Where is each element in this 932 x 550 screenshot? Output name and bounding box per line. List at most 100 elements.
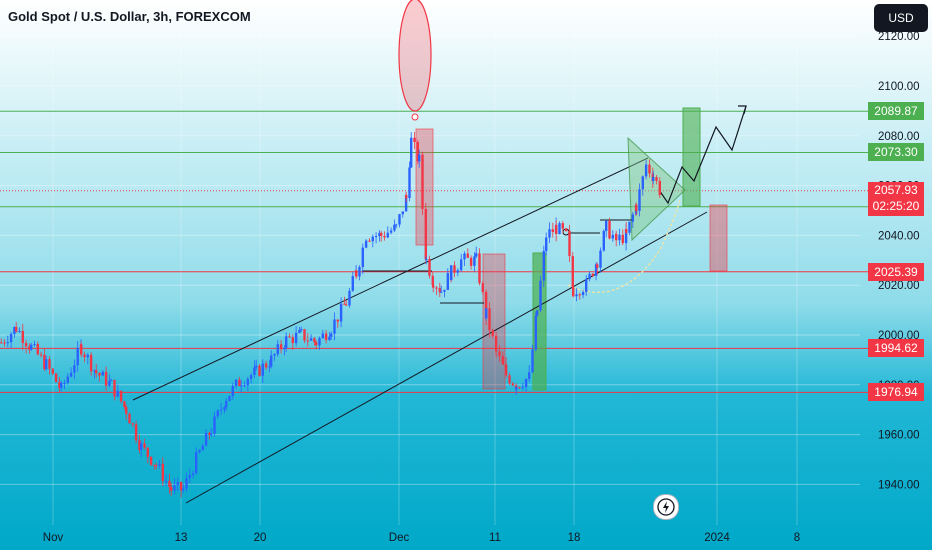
candle-body — [585, 279, 588, 293]
candle-body — [98, 373, 101, 376]
candle-body — [374, 235, 378, 237]
candle-body — [364, 241, 368, 248]
x-tick-label: Dec — [389, 532, 410, 544]
candle-body — [588, 273, 591, 280]
candle-body — [268, 366, 271, 368]
candle-body — [408, 167, 411, 199]
candle-body — [438, 288, 441, 293]
candle-body — [291, 337, 294, 344]
candle-body — [521, 387, 524, 389]
candle-body — [456, 270, 459, 273]
candle-body — [168, 480, 171, 488]
candle-body — [3, 342, 6, 344]
candle-body — [140, 443, 143, 450]
bar-countdown: 02:25:20 — [872, 198, 920, 213]
candle-body — [581, 292, 585, 296]
candle-body — [201, 445, 204, 451]
candle-body — [624, 229, 628, 244]
candle-body — [225, 400, 228, 408]
candle-body — [113, 379, 116, 397]
candles — [0, 131, 661, 498]
level-badge: 2073.30 — [868, 143, 924, 162]
candle-body — [18, 331, 21, 333]
candle-body — [208, 432, 211, 435]
green-box — [682, 107, 701, 207]
candle-body — [43, 354, 46, 370]
candle-body — [249, 375, 253, 379]
candle-body — [432, 285, 435, 288]
candle-body — [30, 344, 33, 350]
candle-body — [638, 189, 641, 211]
candle-body — [13, 326, 16, 334]
x-tick-label: 8 — [794, 532, 800, 544]
lightning-icon[interactable] — [653, 494, 679, 520]
lightning-glyph — [657, 498, 675, 516]
candle-body — [173, 485, 176, 491]
candle-body — [330, 333, 333, 337]
candle-body — [33, 344, 36, 346]
candle-body — [110, 379, 113, 381]
candle-body — [216, 410, 219, 417]
candle-body — [528, 372, 531, 379]
candle-body — [95, 370, 98, 374]
candle-body — [635, 204, 638, 211]
candle-body — [505, 370, 508, 376]
candle-body — [345, 304, 348, 306]
candle-body — [625, 229, 628, 233]
currency-button[interactable]: USD — [874, 4, 928, 32]
candle-body — [531, 349, 534, 373]
candle-body — [264, 363, 268, 368]
candle-body — [368, 240, 371, 242]
candle-body — [123, 401, 126, 407]
candle-body — [283, 347, 286, 350]
candle-body — [238, 379, 241, 387]
candle-body — [240, 385, 243, 387]
candle-body — [571, 256, 574, 288]
candle-body — [83, 354, 86, 358]
candle-body — [494, 335, 498, 350]
candle-body — [54, 373, 58, 383]
candle-body — [21, 331, 24, 344]
y-tick-label: 1960.00 — [878, 430, 920, 442]
candle-body — [15, 326, 18, 332]
candle-body — [431, 275, 434, 286]
candle-body — [24, 343, 28, 347]
candle-body — [501, 356, 504, 365]
candle-body — [333, 319, 336, 334]
candle-body — [524, 378, 528, 388]
candle-body — [561, 223, 564, 229]
candle-body — [276, 344, 279, 355]
candle-body — [188, 475, 191, 479]
candle-body — [204, 432, 208, 446]
y-tick-label: 2100.00 — [878, 81, 920, 93]
candle-body — [358, 267, 361, 277]
candle-body — [195, 452, 198, 474]
candle-body — [131, 423, 134, 425]
candle-body — [119, 390, 123, 402]
candle-body — [313, 338, 316, 343]
chart-title: Gold Spot / U.S. Dollar, 3h, FOREXCOM — [8, 9, 251, 24]
candle-body — [413, 137, 416, 143]
candle-body — [536, 310, 539, 316]
candle-body — [76, 347, 79, 366]
candle-body — [108, 380, 111, 386]
candle-body — [6, 342, 9, 344]
candle-body — [234, 379, 238, 386]
candle-body — [138, 440, 141, 450]
candle-body — [116, 390, 119, 397]
candle-body — [191, 473, 195, 476]
candle-body — [361, 247, 364, 268]
candle-body — [336, 319, 339, 322]
candle-body — [473, 256, 476, 266]
candle-body — [285, 336, 288, 348]
candle-body — [605, 220, 608, 231]
channel-lower-line — [185, 211, 708, 504]
candle-body — [155, 465, 158, 467]
candle-body — [288, 336, 291, 338]
triangle-pattern — [627, 136, 686, 242]
candle-body — [446, 273, 449, 290]
candle-body — [515, 387, 518, 390]
candle-body — [378, 232, 381, 236]
